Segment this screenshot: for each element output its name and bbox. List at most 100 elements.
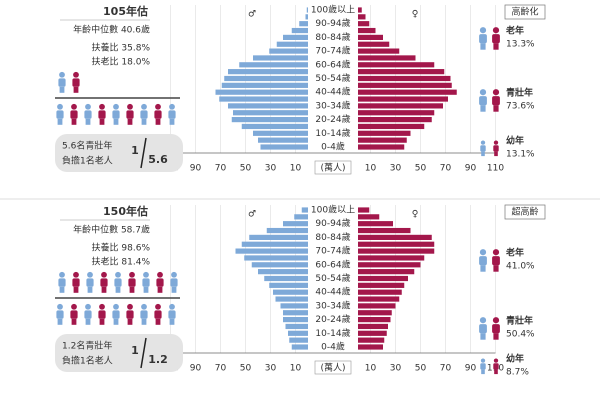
person-body [479, 34, 487, 44]
person-body [126, 110, 134, 119]
person-icon [114, 271, 122, 293]
person-legs [85, 118, 91, 125]
person-icon [58, 71, 66, 93]
person-head [493, 358, 499, 363]
x-tick-label: 70 [215, 364, 227, 374]
person-body [479, 256, 487, 266]
category-label: 0-4歲 [321, 141, 345, 153]
person-icon [156, 271, 164, 293]
bar [224, 75, 308, 82]
group-share: 8.7% [506, 368, 529, 378]
person-legs [493, 265, 499, 272]
person-legs [127, 318, 133, 325]
person-body [98, 110, 106, 119]
panel-title: 105年估 [103, 4, 148, 18]
person-legs [129, 286, 135, 293]
x-tick-label: 30 [390, 164, 402, 174]
bar [241, 123, 308, 130]
bar [288, 330, 308, 336]
person-head [171, 271, 177, 278]
bar [283, 310, 308, 316]
category-label: 40-44歲 [315, 86, 350, 98]
burden-text: 5.6名青壯年 [62, 140, 112, 152]
person-head [113, 103, 119, 110]
bar [358, 221, 393, 227]
person-icon [98, 103, 106, 125]
person-legs [85, 318, 91, 325]
person-head [127, 303, 133, 310]
bar [358, 82, 452, 88]
person-body [112, 310, 120, 319]
person-head [73, 271, 79, 278]
x-tick-label: 10 [290, 164, 302, 174]
person-body [56, 310, 64, 319]
person-body [168, 310, 176, 319]
bar [299, 21, 308, 27]
bar [358, 337, 385, 343]
person-icon [154, 303, 162, 325]
person-head [101, 271, 107, 278]
person-head [71, 103, 77, 110]
unit-box [314, 160, 352, 175]
x-tick-label: 50 [415, 164, 427, 174]
person-legs [127, 118, 133, 125]
person-icon [112, 103, 120, 125]
group-share: 41.0% [506, 262, 535, 272]
person-body [112, 110, 120, 119]
person-legs [73, 286, 79, 293]
category-label: 50-54歲 [315, 272, 350, 284]
person-body [72, 278, 80, 287]
person-legs [99, 118, 105, 125]
bar [358, 21, 370, 27]
category-label: 70-74歲 [315, 245, 350, 257]
x-tick-label: 30 [265, 164, 277, 174]
person-head [155, 303, 161, 310]
slash [140, 337, 147, 369]
x-tick-label: 30 [265, 364, 277, 374]
person-icon [140, 103, 148, 125]
person-head [129, 271, 135, 278]
x-tick-label: 50 [240, 364, 252, 374]
bar [358, 323, 388, 330]
bar [258, 137, 308, 143]
person-legs [57, 118, 63, 125]
group-name: 幼年 [506, 353, 524, 365]
person-icon [72, 271, 80, 293]
category-label: 20-24歲 [315, 313, 350, 325]
category-label: 10-14歲 [315, 327, 350, 339]
person-icon [170, 271, 178, 293]
burden-icon: 1 [131, 344, 139, 357]
person-icon [84, 303, 92, 325]
person-head [492, 249, 500, 256]
stat-text: 扶養比 35.8% [92, 42, 151, 54]
stat-text: 扶老比 81.4% [92, 256, 151, 268]
person-icon [154, 103, 162, 125]
bar [283, 221, 308, 227]
person-icon [84, 103, 92, 125]
bar [358, 89, 457, 95]
person-head [480, 140, 486, 145]
person-head [57, 103, 63, 110]
person-head [493, 140, 499, 145]
unit-label: (萬人) [320, 362, 345, 374]
bar [219, 96, 308, 102]
person-legs [113, 318, 119, 325]
person-head [479, 249, 487, 256]
person-icon [98, 303, 106, 325]
category-label: 80-84歲 [315, 31, 350, 43]
x-tick-label: 10 [365, 364, 377, 374]
x-tick-label: 50 [240, 164, 252, 174]
x-tick-label: 90 [465, 164, 477, 174]
person-legs [73, 86, 79, 93]
person-icon [479, 249, 487, 272]
legend-entry: ♂ [248, 210, 256, 220]
stat-text: 年齡中位數 40.6歲 [73, 24, 150, 36]
category-label: 0-4歲 [321, 341, 345, 353]
bar [358, 248, 435, 254]
group-name: 老年 [505, 25, 524, 37]
x-tick-label: 70 [440, 164, 452, 174]
person-body [84, 110, 92, 119]
person-head [59, 71, 65, 78]
person-body [58, 78, 66, 87]
bar [358, 117, 432, 123]
